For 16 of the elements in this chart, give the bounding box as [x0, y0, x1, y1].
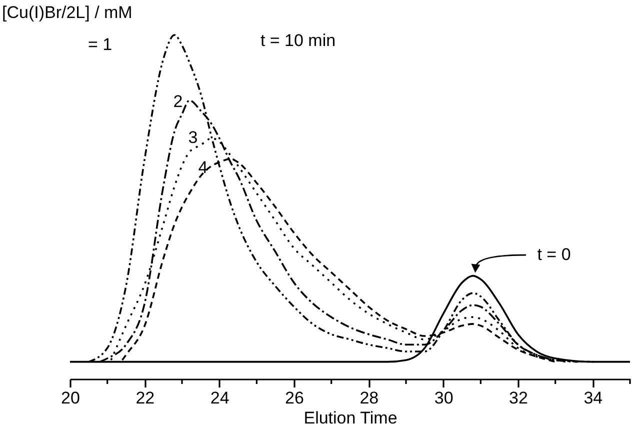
- text: [Cu(I)Br/2L] / mM: [2, 3, 132, 22]
- x-axis-title: Elution Time: [304, 408, 398, 428]
- x-tick-label: 32: [509, 388, 528, 408]
- x-tick-label: 28: [360, 388, 379, 408]
- x-tick-label: 26: [285, 388, 304, 408]
- annotation: t = 0: [537, 245, 571, 264]
- x-tick-label: 34: [584, 388, 603, 408]
- annotation: t = 10 min: [260, 31, 336, 50]
- annotation: 4: [198, 158, 208, 177]
- x-tick-label: 20: [61, 388, 80, 408]
- x-tick-label: 24: [210, 388, 230, 408]
- annotation: = 1: [88, 35, 112, 54]
- annotation: 3: [188, 128, 198, 147]
- x-tick-label: 30: [434, 388, 454, 408]
- x-tick-label: 22: [136, 388, 155, 408]
- annotation: 2: [173, 92, 183, 111]
